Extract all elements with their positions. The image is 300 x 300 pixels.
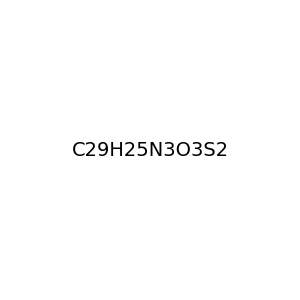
Text: C29H25N3O3S2: C29H25N3O3S2 (71, 140, 229, 160)
